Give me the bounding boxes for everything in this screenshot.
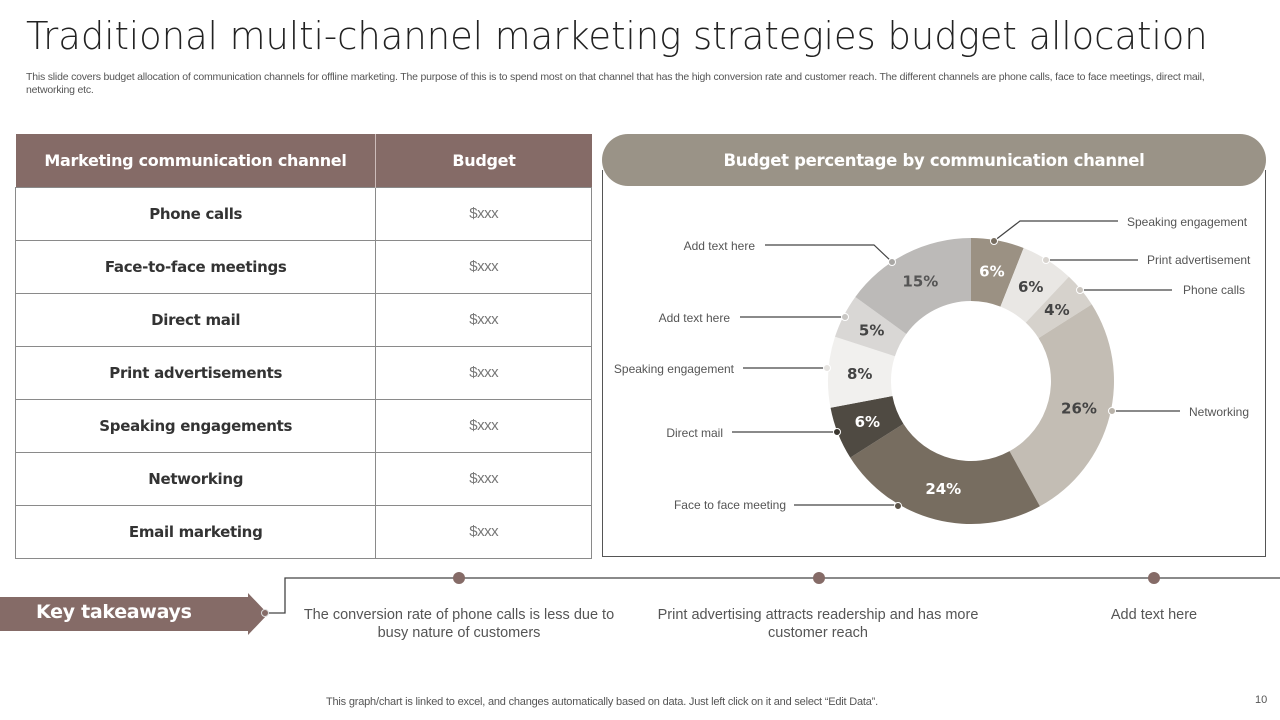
table-row: Networking $xxx <box>14 451 592 506</box>
donut-percent-labels: 6%6%4%26%24%6%8%5%15% <box>847 262 1097 498</box>
channel-cell: Speaking engagements <box>14 398 377 453</box>
footer-note: This graph/chart is linked to excel, and… <box>326 696 878 708</box>
header-channel: Marketing communication channel <box>15 134 377 187</box>
channel-cell: Face-to-face meetings <box>14 239 377 294</box>
takeaway-1: The conversion rate of phone calls is le… <box>303 607 615 641</box>
table-row: Email marketing $xxx <box>14 504 592 559</box>
budget-table: Marketing communication channel Budget P… <box>14 134 592 559</box>
donut-segment[interactable] <box>828 336 895 408</box>
takeaway-2: Print advertising attracts readership an… <box>657 607 979 641</box>
callout-face-to-face: Face to face meeting <box>674 498 786 512</box>
table-header-row: Marketing communication channel Budget <box>15 134 592 187</box>
budget-cell: $xxx <box>375 451 592 506</box>
donut-segment[interactable] <box>1000 248 1069 323</box>
donut-percent-label: 8% <box>847 365 872 383</box>
budget-cell: $xxx <box>375 292 592 347</box>
callout-networking: Networking <box>1189 405 1249 419</box>
page-title: Traditional multi-channel marketing stra… <box>26 14 1208 58</box>
key-takeaways-label: Key takeaways <box>36 601 192 623</box>
takeaway-3: Add text here <box>1110 607 1198 623</box>
callout-direct-mail: Direct mail <box>666 426 723 440</box>
table-row: Print advertisements $xxx <box>14 345 592 400</box>
donut-segment[interactable] <box>834 296 907 357</box>
key-takeaways-arrow <box>0 593 268 635</box>
budget-cell: $xxx <box>375 398 592 453</box>
channel-cell: Networking <box>14 451 377 506</box>
page-subtitle: This slide covers budget allocation of c… <box>26 71 1205 96</box>
donut-percent-label: 26% <box>1061 400 1097 418</box>
callout-speaking-engagement-left: Speaking engagement <box>614 362 735 376</box>
budget-cell: $xxx <box>375 345 592 400</box>
callout-add-text-5: Add text here <box>659 311 731 325</box>
channel-cell: Phone calls <box>14 186 377 241</box>
donut-callouts: Speaking engagement Print advertisement … <box>614 215 1251 512</box>
table-row: Speaking engagements $xxx <box>14 398 592 453</box>
chart-panel-frame <box>602 170 1266 557</box>
donut-segments[interactable] <box>828 238 1114 524</box>
donut-percent-label: 6% <box>1018 278 1043 296</box>
channel-cell: Email marketing <box>14 504 377 559</box>
donut-percent-label: 4% <box>1044 301 1069 319</box>
channel-cell: Direct mail <box>14 292 377 347</box>
table-row: Phone calls $xxx <box>14 186 592 241</box>
chart-panel-title: Budget percentage by communication chann… <box>602 134 1266 186</box>
budget-cell: $xxx <box>375 504 592 559</box>
donut-segment[interactable] <box>830 395 904 458</box>
table-row: Direct mail $xxx <box>14 292 592 347</box>
channel-cell: Print advertisements <box>14 345 377 400</box>
header-budget: Budget <box>375 134 592 187</box>
callout-phone-calls: Phone calls <box>1183 283 1245 297</box>
page-number: 10 <box>1255 694 1268 706</box>
callout-speaking-engagement-right: Speaking engagement <box>1127 215 1248 229</box>
callout-add-text-15: Add text here <box>684 239 756 253</box>
budget-cell: $xxx <box>375 186 592 241</box>
donut-percent-label: 5% <box>859 321 884 339</box>
donut-percent-label: 6% <box>979 262 1004 280</box>
donut-segment[interactable] <box>1009 304 1114 507</box>
donut-segment[interactable] <box>855 238 971 334</box>
donut-percent-label: 15% <box>902 273 938 291</box>
donut-segment[interactable] <box>850 423 1040 524</box>
donut-percent-label: 6% <box>855 413 880 431</box>
donut-segment[interactable] <box>971 238 1024 307</box>
donut-segment[interactable] <box>1025 276 1092 339</box>
donut-percent-label: 24% <box>925 480 961 498</box>
callout-print-advertisement: Print advertisement <box>1147 253 1251 267</box>
